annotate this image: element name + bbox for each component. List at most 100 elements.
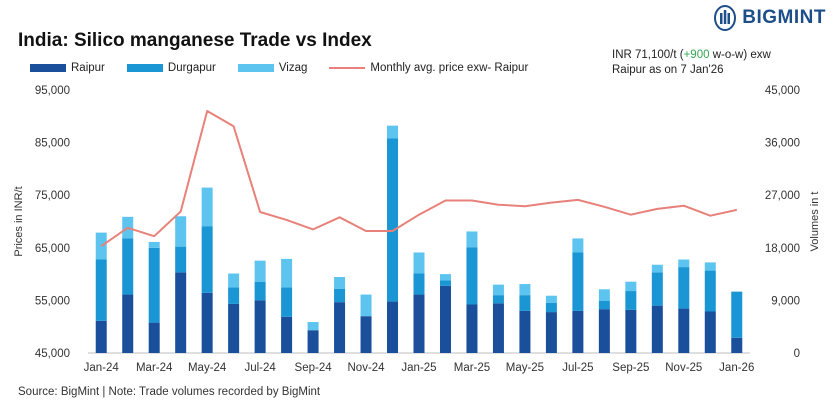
bar-raipur-Aug-25: [598, 309, 610, 353]
bar-vizag-Nov-24: [360, 294, 372, 317]
y-tick-label-left: 85,000: [35, 138, 70, 150]
legend-item-price: Monthly avg. price exw- Raipur: [329, 62, 528, 74]
x-tick-label: Nov-25: [665, 362, 702, 374]
bar-vizag-Dec-24: [387, 125, 399, 139]
y-tick-label-left: 65,000: [35, 243, 70, 255]
price-note-line2: Raipur as on 7 Jan'26: [612, 64, 724, 76]
y-tick-label-left: 55,000: [35, 295, 70, 307]
bar-vizag-Jun-24: [228, 273, 240, 288]
bar-vizag-May-25: [519, 284, 531, 296]
bar-raipur-Feb-25: [439, 285, 451, 353]
x-tick-label: Mar-24: [136, 362, 173, 374]
bar-vizag-Feb-25: [439, 274, 451, 281]
y-tick-label-right: 9,000: [771, 295, 800, 307]
legend-label-vizag: Vizag: [278, 62, 308, 74]
legend-swatch-raipur: [30, 64, 66, 72]
x-tick-label: Jul-24: [244, 362, 276, 374]
bar-durgapur-Jan-25: [413, 273, 425, 295]
bigmint-logo-icon: [714, 5, 737, 31]
bar-vizag-Dec-25: [704, 262, 716, 271]
bar-durgapur-Mar-24: [148, 247, 160, 323]
legend-item-vizag: Vizag: [237, 62, 308, 74]
bar-raipur-Jul-25: [572, 310, 584, 353]
bar-vizag-Sep-25: [625, 281, 637, 292]
bar-vizag-Apr-24: [175, 216, 187, 247]
bar-vizag-Jan-25: [413, 252, 425, 274]
bar-durgapur-Oct-25: [651, 272, 663, 306]
bar-durgapur-Apr-24: [175, 246, 187, 273]
bar-durgapur-Sep-25: [625, 291, 637, 310]
bar-raipur-May-24: [201, 292, 213, 353]
bar-raipur-Sep-25: [625, 309, 637, 353]
bar-durgapur-Aug-24: [281, 287, 293, 317]
legend-swatch-durgapur: [126, 64, 163, 72]
bar-vizag-Aug-24: [281, 258, 293, 288]
bar-vizag-Apr-25: [492, 284, 504, 296]
x-tick-label: Sep-24: [295, 362, 333, 374]
bar-vizag-Jul-24: [254, 260, 266, 282]
x-tick-label: Sep-25: [612, 362, 649, 374]
x-tick-label: Jul-25: [562, 362, 593, 374]
bar-raipur-Jul-24: [254, 300, 266, 353]
bar-durgapur-Mar-25: [466, 247, 478, 305]
bar-durgapur-Jan-24: [95, 259, 107, 321]
chart-title: India: Silico manganese Trade vs Index: [18, 30, 372, 51]
legend-label-durgapur: Durgapur: [167, 62, 216, 74]
bar-durgapur-Dec-25: [704, 270, 716, 312]
bar-vizag-Sep-24: [307, 322, 319, 331]
bar-vizag-Oct-25: [651, 264, 663, 273]
bar-vizag-Mar-24: [148, 241, 160, 248]
source-note: Source: BigMint | Note: Trade volumes re…: [18, 386, 321, 398]
bar-vizag-Nov-25: [678, 259, 690, 268]
y-tick-label-right: 0: [794, 348, 800, 360]
legend-label-raipur: Raipur: [71, 62, 105, 74]
bar-raipur-Mar-24: [148, 322, 160, 353]
brand-logo: BIGMINT: [713, 4, 826, 32]
bar-durgapur-Jun-25: [545, 302, 557, 313]
bar-vizag-Jun-25: [545, 295, 557, 303]
bar-vizag-Jul-25: [572, 238, 584, 253]
bar-raipur-Jan-24: [95, 320, 107, 353]
x-tick-label: Nov-24: [348, 362, 386, 374]
x-tick-label: Jan-25: [401, 362, 436, 374]
bar-raipur-Jun-24: [228, 303, 240, 353]
bar-raipur-Jan-26: [731, 337, 743, 353]
bar-durgapur-Jul-24: [254, 281, 266, 301]
y-tick-label-right: 18,000: [765, 243, 800, 255]
bar-durgapur-Aug-25: [598, 300, 610, 310]
y-tick-label-left: 95,000: [35, 85, 70, 97]
y-tick-label-right: 27,000: [765, 190, 800, 202]
bar-raipur-Apr-25: [492, 303, 504, 353]
y-axis-title-right: Volumes in t: [809, 192, 821, 252]
bar-durgapur-Jun-24: [228, 287, 240, 304]
bar-durgapur-May-24: [201, 226, 213, 293]
legend-line-price: [329, 67, 366, 69]
bar-raipur-Sep-24: [307, 330, 319, 353]
x-tick-label: Mar-25: [454, 362, 490, 374]
bar-raipur-Nov-25: [678, 308, 690, 353]
legend-item-raipur: Raipur: [30, 62, 105, 74]
x-tick-label: May-24: [188, 362, 227, 374]
price-change-value: +900: [683, 49, 710, 61]
bar-durgapur-Feb-24: [122, 238, 134, 295]
bar-raipur-Dec-25: [704, 311, 716, 353]
legend-swatch-vizag: [237, 64, 274, 72]
bar-raipur-Jan-25: [413, 294, 425, 353]
y-tick-label-right: 45,000: [765, 85, 800, 97]
bar-durgapur-Feb-25: [439, 280, 451, 286]
price-note-suffix: w-o-w) exw: [709, 49, 771, 61]
bar-raipur-Feb-24: [122, 294, 134, 353]
bar-durgapur-May-25: [519, 295, 531, 311]
bar-raipur-Apr-24: [175, 272, 187, 353]
bar-vizag-Oct-24: [334, 277, 346, 289]
bar-raipur-Dec-24: [387, 301, 399, 353]
bar-durgapur-Jan-26: [731, 291, 743, 338]
y-tick-label-left: 75,000: [35, 190, 70, 202]
bar-durgapur-Jul-25: [572, 252, 584, 311]
legend-label-price: Monthly avg. price exw- Raipur: [370, 62, 529, 74]
price-note: INR 71,100/t (+900 w-o-w) exw Raipur as …: [612, 48, 771, 78]
bar-vizag-May-24: [201, 187, 213, 227]
bar-raipur-Aug-24: [281, 316, 293, 353]
bar-vizag-Mar-25: [466, 231, 478, 248]
price-note-value: INR 71,100/t (: [612, 49, 684, 61]
